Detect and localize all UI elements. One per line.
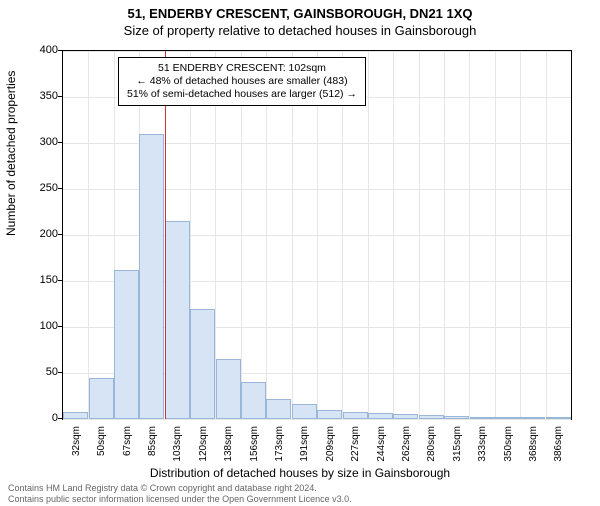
ytick-mark	[58, 142, 62, 143]
ytick-label: 150	[40, 274, 58, 286]
x-axis-label: Distribution of detached houses by size …	[0, 466, 600, 480]
annotation-box: 51 ENDERBY CRESCENT: 102sqm← 48% of deta…	[118, 57, 366, 106]
gridline-v	[495, 51, 496, 419]
ytick-mark	[58, 234, 62, 235]
histogram-bar	[241, 382, 266, 419]
ytick-mark	[58, 50, 62, 51]
xtick-label: 333sqm	[477, 426, 488, 468]
gridline-v	[88, 51, 89, 419]
xtick-label: 244sqm	[376, 426, 387, 468]
gridline-h	[63, 419, 571, 420]
histogram-bar	[495, 417, 520, 419]
xtick-label: 315sqm	[452, 426, 463, 468]
chart-title-line2: Size of property relative to detached ho…	[0, 23, 600, 38]
gridline-v	[520, 51, 521, 419]
xtick-label: 67sqm	[122, 426, 133, 468]
histogram-bar	[520, 417, 545, 419]
histogram-bar	[190, 309, 215, 419]
xtick-label: 120sqm	[198, 426, 209, 468]
ytick-mark	[58, 188, 62, 189]
histogram-bar	[165, 221, 190, 419]
histogram-bar	[343, 412, 368, 419]
histogram-bar	[114, 270, 139, 419]
histogram-bar	[393, 414, 418, 419]
footer-line2: Contains public sector information licen…	[8, 494, 352, 504]
xtick-label: 32sqm	[71, 426, 82, 468]
chart-title-line1: 51, ENDERBY CRESCENT, GAINSBOROUGH, DN21…	[0, 6, 600, 21]
histogram-bar	[546, 417, 571, 419]
xtick-label: 191sqm	[299, 426, 310, 468]
xtick-label: 138sqm	[223, 426, 234, 468]
gridline-v	[546, 51, 547, 419]
histogram-bar	[317, 410, 342, 419]
xtick-label: 350sqm	[503, 426, 514, 468]
histogram-bar	[89, 378, 114, 419]
xtick-label: 386sqm	[553, 426, 564, 468]
gridline-v	[368, 51, 369, 419]
ytick-label: 50	[46, 366, 58, 378]
ytick-label: 300	[40, 136, 58, 148]
xtick-label: 209sqm	[325, 426, 336, 468]
xtick-label: 262sqm	[401, 426, 412, 468]
y-axis-label: Number of detached properties	[4, 71, 18, 236]
histogram-bar	[368, 413, 393, 419]
ytick-label: 200	[40, 228, 58, 240]
histogram-bar	[63, 412, 88, 419]
histogram-bar	[444, 416, 469, 419]
footer-attribution: Contains HM Land Registry data © Crown c…	[8, 483, 352, 504]
annotation-line1: 51 ENDERBY CRESCENT: 102sqm	[127, 62, 357, 75]
ytick-label: 400	[40, 44, 58, 56]
ytick-mark	[58, 418, 62, 419]
ytick-label: 250	[40, 182, 58, 194]
ytick-label: 350	[40, 90, 58, 102]
xtick-label: 85sqm	[147, 426, 158, 468]
xtick-label: 280sqm	[426, 426, 437, 468]
gridline-v	[469, 51, 470, 419]
histogram-bar	[292, 404, 317, 419]
xtick-label: 103sqm	[172, 426, 183, 468]
annotation-line2: ← 48% of detached houses are smaller (48…	[127, 75, 357, 88]
gridline-v	[419, 51, 420, 419]
plot-area: 51 ENDERBY CRESCENT: 102sqm← 48% of deta…	[62, 50, 572, 420]
xtick-label: 368sqm	[528, 426, 539, 468]
ytick-mark	[58, 96, 62, 97]
xtick-label: 173sqm	[274, 426, 285, 468]
ytick-mark	[58, 326, 62, 327]
ytick-label: 100	[40, 320, 58, 332]
ytick-mark	[58, 280, 62, 281]
xtick-label: 227sqm	[350, 426, 361, 468]
xtick-label: 156sqm	[249, 426, 260, 468]
histogram-bar	[216, 359, 241, 419]
histogram-bar	[419, 415, 444, 419]
gridline-v	[393, 51, 394, 419]
histogram-bar	[139, 134, 164, 419]
histogram-bar	[266, 399, 291, 419]
xtick-label: 50sqm	[96, 426, 107, 468]
annotation-line3: 51% of semi-detached houses are larger (…	[127, 88, 357, 101]
ytick-mark	[58, 372, 62, 373]
histogram-bar	[470, 417, 495, 419]
gridline-v	[444, 51, 445, 419]
footer-line1: Contains HM Land Registry data © Crown c…	[8, 483, 352, 493]
